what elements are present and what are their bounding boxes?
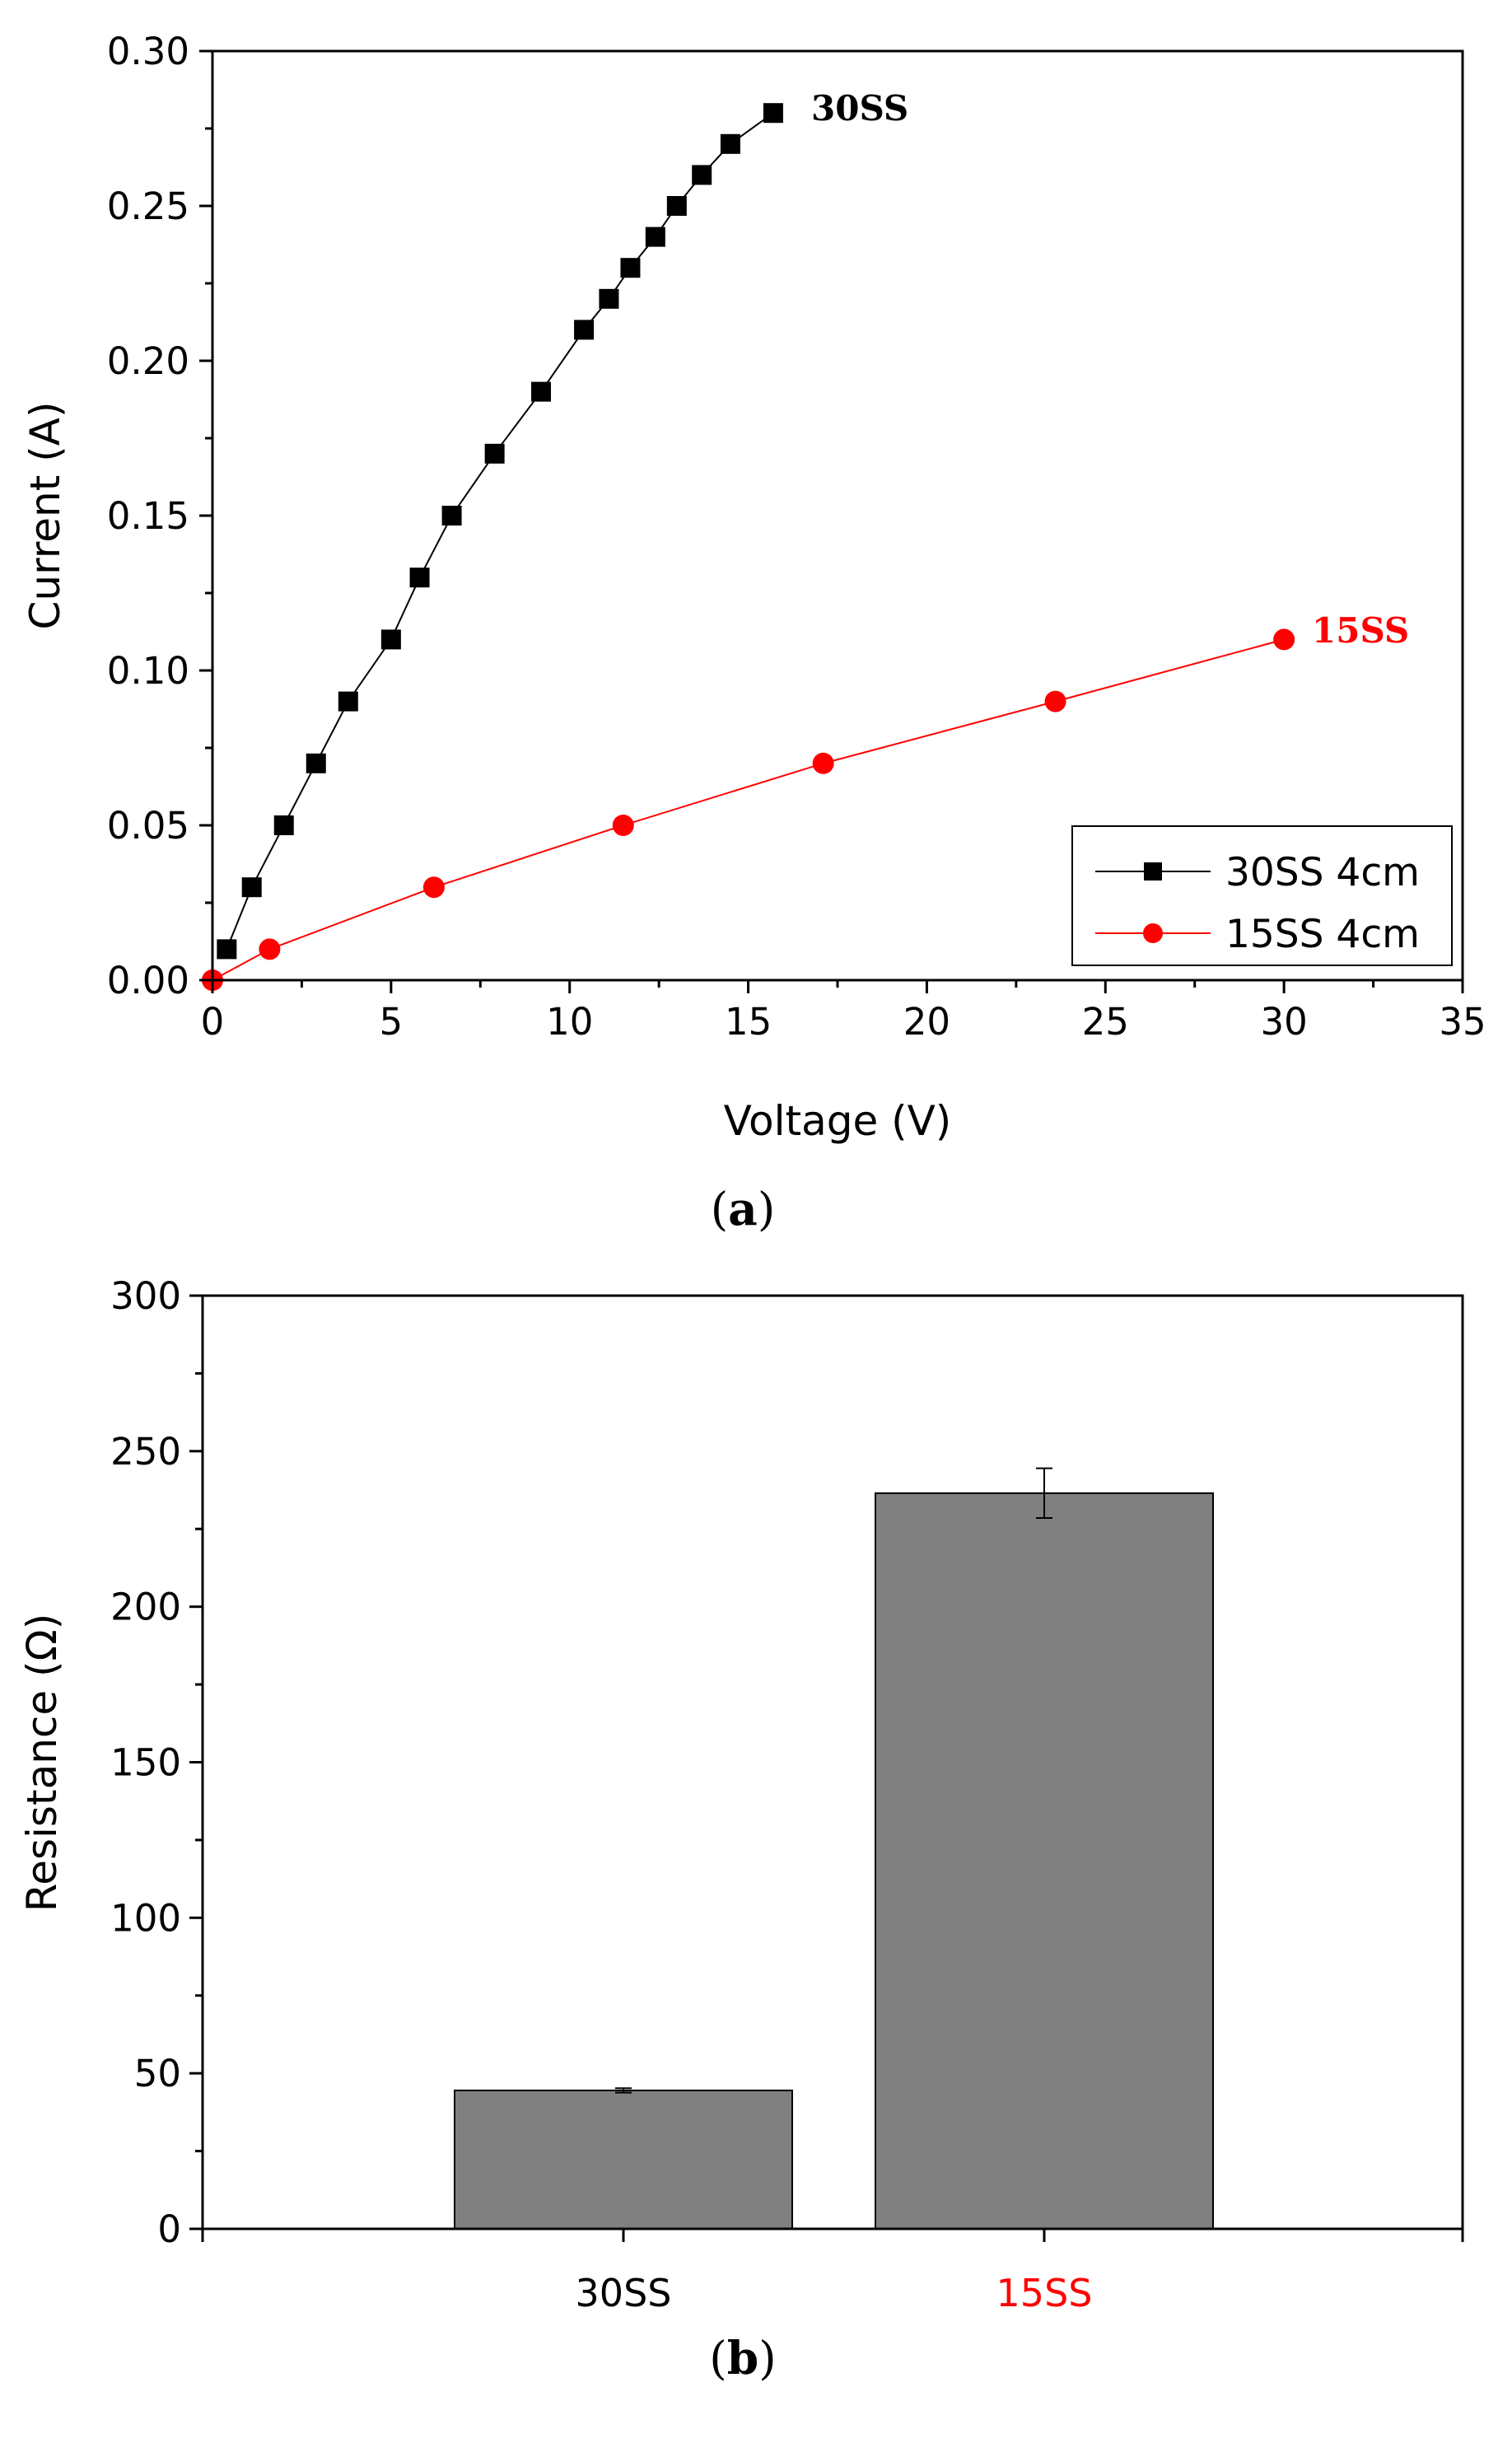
chart-a-y-axis-title: Current (A) [21, 402, 69, 630]
y-tick-label-0.00: 0.00 [107, 959, 189, 1002]
category-label-15ss: 15SS [996, 2271, 1093, 2315]
y-tick-label-300: 300 [110, 1274, 181, 1318]
data-point-15ss [612, 815, 634, 836]
x-tick-label-5: 5 [380, 1000, 404, 1044]
x-tick-label-15: 15 [725, 1000, 772, 1044]
y-tick-label-0.20: 0.20 [107, 339, 189, 383]
panel-label-b-letter: b [727, 2331, 758, 2385]
data-point-30ss [484, 443, 505, 464]
y-tick-label-150: 150 [110, 1741, 181, 1785]
series-annotation-15ss: 15SS [1312, 610, 1409, 651]
data-point-30ss [241, 877, 262, 898]
series-annotation-30ss: 30SS [811, 88, 908, 128]
y-tick-label-0.15: 0.15 [107, 494, 189, 538]
chart-b: 0 50 100 150 200 250 300 30SS 15SS Resistance (Ω… [18, 1274, 1464, 2315]
data-point-30ss [409, 568, 430, 588]
panel-label-a: (a) [711, 1182, 776, 1236]
data-point-15ss [422, 876, 445, 899]
y-tick-label-50: 50 [134, 2052, 181, 2095]
data-point-15ss [812, 752, 834, 774]
x-tick-label-20: 20 [903, 1000, 950, 1044]
data-point-30ss [692, 165, 712, 185]
bar-15ss [875, 1492, 1214, 2230]
chart-b-y-axis-title: Resistance (Ω) [18, 1614, 66, 1913]
x-tick-label-30: 30 [1261, 1000, 1308, 1044]
legend-label-15ss: 15SS 4cm [1225, 912, 1420, 957]
data-point-30ss [306, 753, 326, 773]
legend-label-30ss: 30SS 4cm [1225, 850, 1420, 895]
data-point-30ss [599, 288, 619, 309]
data-point-30ss [645, 227, 665, 247]
chart-a-x-axis-title: Voltage (V) [724, 1097, 952, 1145]
y-tick-label-0.25: 0.25 [107, 185, 189, 228]
y-tick-label-200: 200 [110, 1586, 181, 1629]
category-label-30ss: 30SS [576, 2271, 672, 2315]
x-tick-label-10: 10 [546, 1000, 593, 1044]
data-point-30ss [763, 103, 783, 124]
data-point-15ss [1044, 690, 1066, 712]
x-tick-label-0: 0 [201, 1000, 225, 1044]
x-tick-label-35: 35 [1439, 1000, 1486, 1044]
chart-a-ticks: 0 5 10 15 20 25 30 35 0.00 0.05 0.10 0.15 0.20 0.25 0.… [107, 30, 1486, 1044]
data-point-30ss [380, 629, 401, 650]
data-point-30ss [217, 939, 237, 960]
y-tick-label-100: 100 [110, 1896, 181, 1940]
y-tick-label-250: 250 [110, 1430, 181, 1474]
chart-a-marks [202, 103, 1295, 991]
chart-a: 0 5 10 15 20 25 30 35 0.00 0.05 0.10 0.15 0.20 0.25 0.… [21, 30, 1486, 1145]
data-point-30ss [531, 381, 552, 402]
panel-label-a-letter: a [728, 1182, 758, 1236]
y-tick-label-0.30: 0.30 [107, 30, 189, 73]
panel-label-b: (b) [709, 2331, 776, 2385]
chart-b-ticks: 0 50 100 150 200 250 300 30SS 15SS [110, 1274, 1464, 2315]
legend-box [1071, 825, 1453, 966]
y-tick-label-0.10: 0.10 [107, 649, 189, 693]
data-point-15ss [1273, 628, 1295, 651]
chart-a-legend: 30SS 4cm 15SS 4cm [1071, 825, 1453, 966]
bar-30ss [454, 2089, 793, 2230]
data-point-30ss [441, 506, 462, 525]
x-tick-label-25: 25 [1082, 1000, 1129, 1044]
y-tick-label-0.05: 0.05 [107, 804, 189, 848]
y-tick-label-0: 0 [157, 2207, 181, 2251]
data-point-30ss [338, 691, 358, 712]
data-point-30ss [273, 815, 294, 835]
data-point-30ss [666, 196, 687, 216]
legend-marker-30ss [1144, 862, 1162, 881]
data-point-15ss [259, 938, 281, 960]
chart-b-marks [454, 1467, 1214, 2230]
data-point-30ss [574, 320, 595, 340]
legend-marker-15ss [1143, 923, 1163, 943]
data-point-30ss [720, 133, 740, 154]
data-point-30ss [620, 258, 641, 278]
